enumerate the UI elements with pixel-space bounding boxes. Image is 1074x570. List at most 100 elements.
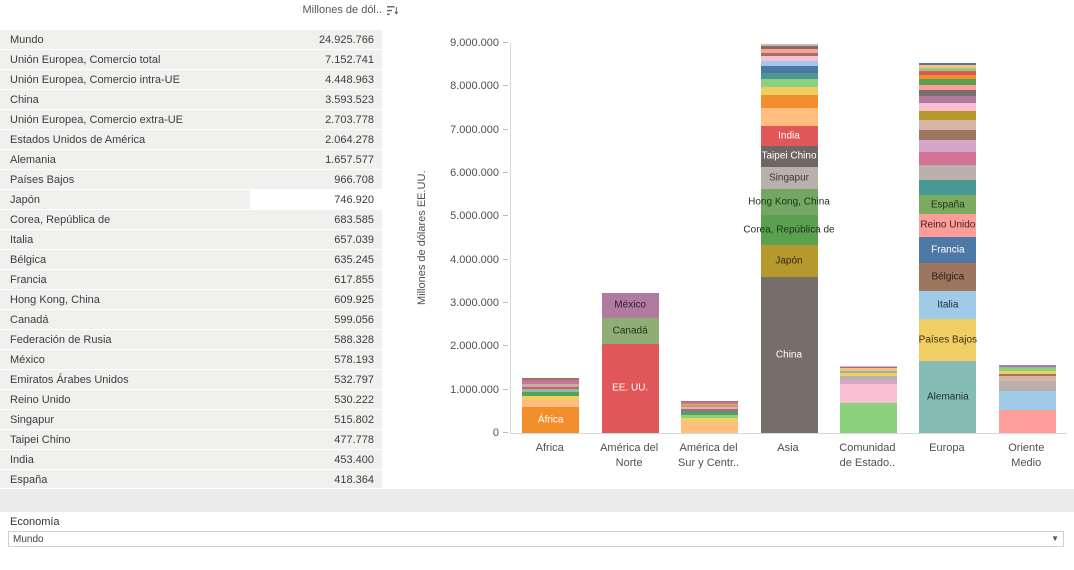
bar-segment-belgica[interactable]: Bélgica bbox=[919, 263, 977, 291]
bar-segment[interactable] bbox=[839, 367, 897, 369]
bar-segment[interactable] bbox=[919, 90, 977, 97]
bar-segment-corea-republica-de[interactable]: Corea, República de bbox=[743, 215, 835, 245]
bar-segment[interactable] bbox=[760, 66, 818, 73]
bar-segment-ee-uu[interactable]: EE. UU. bbox=[601, 343, 659, 433]
bar-segment[interactable] bbox=[919, 75, 977, 80]
sort-descending-icon[interactable] bbox=[387, 5, 399, 16]
table-row-union-europea-comercio-extra-ue[interactable]: Unión Europea, Comercio extra-UE 2.703.77… bbox=[0, 110, 382, 129]
bar-segment[interactable] bbox=[998, 366, 1056, 369]
bar-segment[interactable] bbox=[760, 56, 818, 61]
bar-segment[interactable] bbox=[919, 67, 977, 72]
bar-segment[interactable] bbox=[919, 119, 977, 130]
bar-segment[interactable] bbox=[919, 129, 977, 141]
table-row-union-europea-comercio-total[interactable]: Unión Europea, Comercio total 7.152.741 bbox=[0, 50, 382, 69]
bar-segment[interactable] bbox=[681, 405, 739, 407]
bar-segment-india[interactable]: India bbox=[760, 126, 818, 146]
bar-segment-mexico[interactable]: México bbox=[601, 292, 659, 318]
bar-segment[interactable] bbox=[839, 373, 897, 377]
bar-segment-hong-kong-china[interactable]: Hong Kong, China bbox=[748, 188, 830, 216]
bar-segment[interactable] bbox=[522, 378, 580, 380]
bar-segment[interactable] bbox=[919, 71, 977, 76]
table-header[interactable]: Millones de dól.. bbox=[0, 0, 399, 20]
bar-segment-paises-bajos[interactable]: Países Bajos bbox=[919, 319, 977, 362]
bar-africa[interactable]: África bbox=[522, 378, 580, 433]
x-category-label-oriente[interactable]: Oriente Medio bbox=[1008, 442, 1045, 469]
bar-segment[interactable] bbox=[839, 368, 897, 371]
bar-segment[interactable] bbox=[839, 376, 897, 380]
bar-segment[interactable] bbox=[681, 406, 739, 409]
table-row-reino-unido[interactable]: Reino Unido 530.222 bbox=[0, 390, 382, 409]
bar-segment[interactable] bbox=[681, 412, 739, 416]
bar-segment[interactable] bbox=[522, 381, 580, 385]
bar-segment[interactable] bbox=[998, 376, 1056, 382]
x-category-label-europa[interactable]: Europa bbox=[929, 442, 965, 454]
bar-europa[interactable]: Alemania Países Bajos Italia Bélgica Francia… bbox=[919, 62, 977, 433]
bar-segment[interactable] bbox=[919, 165, 977, 180]
x-category-label-america-del[interactable]: América del Sur y Centr.. bbox=[677, 442, 740, 469]
bar-asia[interactable]: China Japón Corea, República de Hong Kong, … bbox=[743, 43, 835, 433]
bar-segment-singapur[interactable]: Singapur bbox=[760, 166, 818, 189]
x-category-label-america-del[interactable]: América del Norte bbox=[600, 442, 659, 469]
bar-segment[interactable] bbox=[760, 72, 818, 80]
bar-segment[interactable] bbox=[681, 410, 739, 413]
bar-segment[interactable] bbox=[998, 381, 1056, 391]
bar-segment[interactable] bbox=[522, 386, 580, 390]
table-row-paises-bajos[interactable]: Países Bajos 966.708 bbox=[0, 170, 382, 189]
bar-segment-china[interactable]: China bbox=[760, 277, 818, 433]
bar-segment[interactable] bbox=[760, 49, 818, 53]
table-row-hong-kong-china[interactable]: Hong Kong, China 609.925 bbox=[0, 290, 382, 309]
bar-segment[interactable] bbox=[522, 389, 580, 393]
bar-segment[interactable] bbox=[839, 365, 897, 368]
bar-comunidad-de-estado[interactable] bbox=[839, 365, 897, 433]
bar-america-del-norte[interactable]: EE. UU. Canadá México bbox=[601, 292, 659, 433]
bar-america-del-sur-y-centr[interactable] bbox=[681, 401, 739, 433]
economia-select[interactable]: Mundo ▼ bbox=[8, 531, 1064, 547]
table-row-mexico[interactable]: México 578.193 bbox=[0, 350, 382, 369]
x-category-label-asia[interactable]: Asia bbox=[777, 442, 799, 454]
bar-oriente-medio[interactable] bbox=[998, 365, 1056, 433]
table-row-espana[interactable]: España 418.364 bbox=[0, 470, 382, 488]
bar-segment[interactable] bbox=[919, 65, 977, 68]
x-category-label-comunidad[interactable]: Comunidad de Estado.. bbox=[839, 442, 896, 469]
table-row-china[interactable]: China 3.593.523 bbox=[0, 90, 382, 109]
bar-segment[interactable] bbox=[919, 79, 977, 85]
bar-segment[interactable] bbox=[522, 395, 580, 400]
bar-segment[interactable] bbox=[998, 373, 1056, 377]
bar-segment[interactable] bbox=[760, 94, 818, 108]
bar-segment[interactable] bbox=[839, 379, 897, 384]
table-row-belgica[interactable]: Bélgica 635.245 bbox=[0, 250, 382, 269]
bar-segment[interactable] bbox=[522, 399, 580, 407]
bar-segment-africa[interactable]: África bbox=[522, 407, 580, 433]
bar-segment[interactable] bbox=[839, 383, 897, 404]
table-row-singapur[interactable]: Singapur 515.802 bbox=[0, 410, 382, 429]
bar-segment[interactable] bbox=[522, 379, 580, 382]
table-row-emiratos-arabes-unidos[interactable]: Emiratos Árabes Unidos 532.797 bbox=[0, 370, 382, 389]
table-row-francia[interactable]: Francia 617.855 bbox=[0, 270, 382, 289]
bar-segment[interactable] bbox=[998, 368, 1056, 372]
table-row-estados-unidos-de-america[interactable]: Estados Unidos de América 2.064.278 bbox=[0, 130, 382, 149]
bar-segment-italia[interactable]: Italia bbox=[919, 290, 977, 320]
table-row-canada[interactable]: Canadá 599.056 bbox=[0, 310, 382, 329]
bar-segment[interactable] bbox=[522, 384, 580, 387]
bar-segment-alemania[interactable]: Alemania bbox=[919, 361, 977, 433]
table-row-union-europea-comercio-intra-ue[interactable]: Unión Europea, Comercio intra-UE 4.448.96… bbox=[0, 70, 382, 89]
bar-segment[interactable] bbox=[681, 408, 739, 411]
bar-segment[interactable] bbox=[760, 60, 818, 66]
bar-segment-canada[interactable]: Canadá bbox=[601, 317, 659, 344]
bar-segment[interactable] bbox=[681, 401, 739, 403]
table-row-italia[interactable]: Italia 657.039 bbox=[0, 230, 382, 249]
bar-segment[interactable] bbox=[919, 62, 977, 66]
bar-segment[interactable] bbox=[919, 103, 977, 111]
bar-segment[interactable] bbox=[919, 96, 977, 104]
bar-segment[interactable] bbox=[760, 79, 818, 87]
bar-segment-francia[interactable]: Francia bbox=[919, 236, 977, 264]
bar-segment[interactable] bbox=[919, 84, 977, 91]
bar-segment[interactable] bbox=[760, 86, 818, 95]
table-row-corea-republica-de[interactable]: Corea, República de 683.585 bbox=[0, 210, 382, 229]
bar-segment-japon[interactable]: Japón bbox=[760, 244, 818, 278]
bar-segment[interactable] bbox=[760, 43, 818, 47]
bar-segment[interactable] bbox=[998, 371, 1056, 374]
bar-segment[interactable] bbox=[522, 392, 580, 396]
bar-segment-espana[interactable]: España bbox=[919, 195, 977, 214]
bar-segment[interactable] bbox=[681, 422, 739, 433]
